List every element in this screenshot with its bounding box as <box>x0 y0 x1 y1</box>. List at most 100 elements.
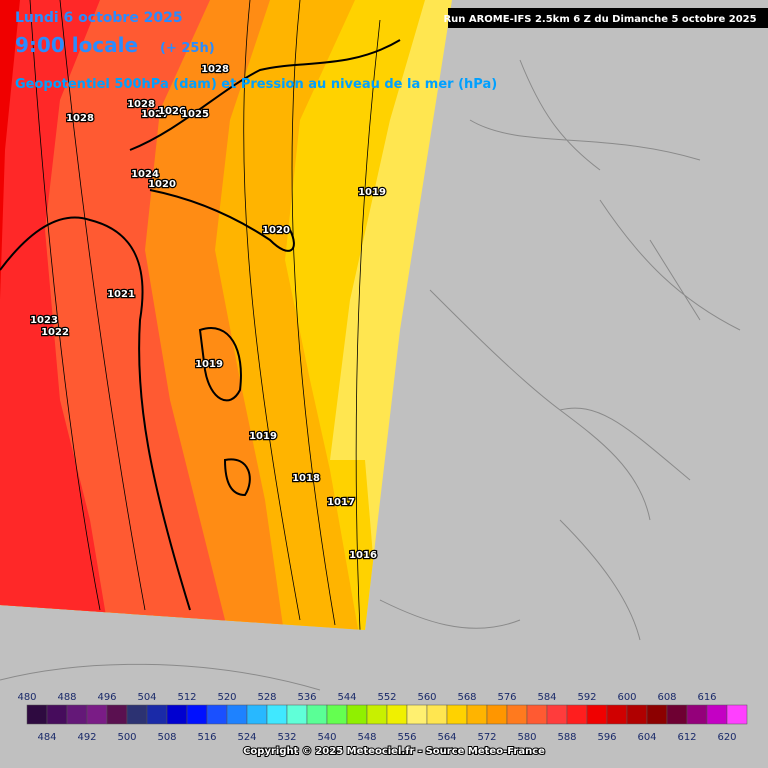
color-swatch <box>546 704 568 725</box>
colorbar-label: 528 <box>257 692 276 703</box>
color-swatch <box>486 704 508 725</box>
borders <box>0 59 741 691</box>
time: 9:00 locale <box>15 33 138 57</box>
isobar-label: 1022 <box>41 327 69 338</box>
color-swatch <box>186 704 208 725</box>
isobar-label: 1017 <box>327 497 355 508</box>
colorbar-label: 544 <box>337 692 356 703</box>
color-swatch <box>286 704 308 725</box>
colorbar-label: 532 <box>277 732 296 743</box>
isobar-label: 1025 <box>181 109 209 120</box>
isobar-label: 1028 <box>66 113 94 124</box>
color-swatch <box>26 704 48 725</box>
colorbar-label: 524 <box>237 732 256 743</box>
color-swatch <box>86 704 108 725</box>
colorbar-label: 488 <box>57 692 76 703</box>
color-swatch <box>726 704 748 725</box>
colorbar-label: 564 <box>437 732 456 743</box>
color-swatch <box>326 704 348 725</box>
colorbar-label: 496 <box>97 692 116 703</box>
colorbar-label: 572 <box>477 732 496 743</box>
color-swatch <box>266 704 288 725</box>
colorbar-label: 576 <box>497 692 516 703</box>
color-swatch <box>626 704 648 725</box>
colorbar-label: 508 <box>157 732 176 743</box>
colorbar-label: 548 <box>357 732 376 743</box>
color-swatch <box>666 704 688 725</box>
isobar-label: 1027 <box>141 109 169 120</box>
isobar-label: 1026 <box>158 106 186 117</box>
colorbar-label: 596 <box>597 732 616 743</box>
copyright: Copyright © 2025 Meteociel.fr - Source M… <box>243 746 545 757</box>
isobar-label: 1020 <box>148 179 176 190</box>
date: Lundi 6 octobre 2025 <box>15 10 183 26</box>
colorbar-label: 560 <box>417 692 436 703</box>
map-title: Geopotentiel 500hPa (dam) et Pression au… <box>15 77 497 92</box>
color-swatch <box>606 704 628 725</box>
color-swatch <box>306 704 328 725</box>
color-swatch <box>686 704 708 725</box>
isobar-label: 1019 <box>249 431 277 442</box>
color-swatch <box>246 704 268 725</box>
color-swatch <box>506 704 528 725</box>
colorbar-label: 520 <box>217 692 236 703</box>
color-swatch <box>346 704 368 725</box>
lead-time: (+ 25h) <box>160 41 215 56</box>
color-swatch <box>386 704 408 725</box>
color-swatch <box>646 704 668 725</box>
color-swatch <box>106 704 128 725</box>
colorbar-label: 600 <box>617 692 636 703</box>
geopotential-field <box>0 0 452 630</box>
color-swatch <box>466 704 488 725</box>
colorbar-label: 604 <box>637 732 656 743</box>
colorbar-label: 616 <box>697 692 716 703</box>
isobar-label: 1016 <box>349 550 377 561</box>
colorbar-label: 584 <box>537 692 556 703</box>
color-swatch <box>146 704 168 725</box>
colorbar-label: 612 <box>677 732 696 743</box>
colorbar-label: 620 <box>717 732 736 743</box>
colorbar-label: 492 <box>77 732 96 743</box>
map-lines <box>0 0 401 630</box>
isobar-label: 1021 <box>107 289 135 300</box>
colorbar-label: 556 <box>397 732 416 743</box>
colorbar-label: 552 <box>377 692 396 703</box>
color-swatch <box>226 704 248 725</box>
colorbar-label: 500 <box>117 732 136 743</box>
color-swatch <box>526 704 548 725</box>
colorbar-label: 516 <box>197 732 216 743</box>
color-swatch <box>166 704 188 725</box>
color-swatch <box>406 704 428 725</box>
isobar-label: 1028 <box>127 99 155 110</box>
color-swatch <box>446 704 468 725</box>
isobar-label: 1024 <box>131 169 159 180</box>
color-swatch <box>126 704 148 725</box>
color-swatch <box>46 704 68 725</box>
isobar-label: 1018 <box>292 473 320 484</box>
colorbar-label: 484 <box>37 732 56 743</box>
color-swatch <box>366 704 388 725</box>
isobar-label: 1028 <box>201 64 229 75</box>
isobar-label: 1020 <box>262 225 290 236</box>
color-swatch <box>66 704 88 725</box>
colorbar-label: 512 <box>177 692 196 703</box>
isobar-label: 1019 <box>195 359 223 370</box>
colorbar-label: 504 <box>137 692 156 703</box>
colorbar-label: 580 <box>517 732 536 743</box>
colorbar-label: 588 <box>557 732 576 743</box>
colorbar-label: 536 <box>297 692 316 703</box>
colorbar-label: 608 <box>657 692 676 703</box>
colorbar-label: 592 <box>577 692 596 703</box>
isobar-label: 1019 <box>358 187 386 198</box>
color-swatch <box>586 704 608 725</box>
colorbar: 480 484 488 492 496 500 504 508 512 516 520 524 528 5… <box>17 692 748 743</box>
colorbar-label: 480 <box>17 692 36 703</box>
color-swatch <box>206 704 228 725</box>
colorbar-label: 568 <box>457 692 476 703</box>
color-swatch <box>566 704 588 725</box>
run-info: Run AROME-IFS 2.5km 6 Z du Dimanche 5 oc… <box>443 14 756 25</box>
isobar-label: 1023 <box>30 315 58 326</box>
colorbar-label: 540 <box>317 732 336 743</box>
